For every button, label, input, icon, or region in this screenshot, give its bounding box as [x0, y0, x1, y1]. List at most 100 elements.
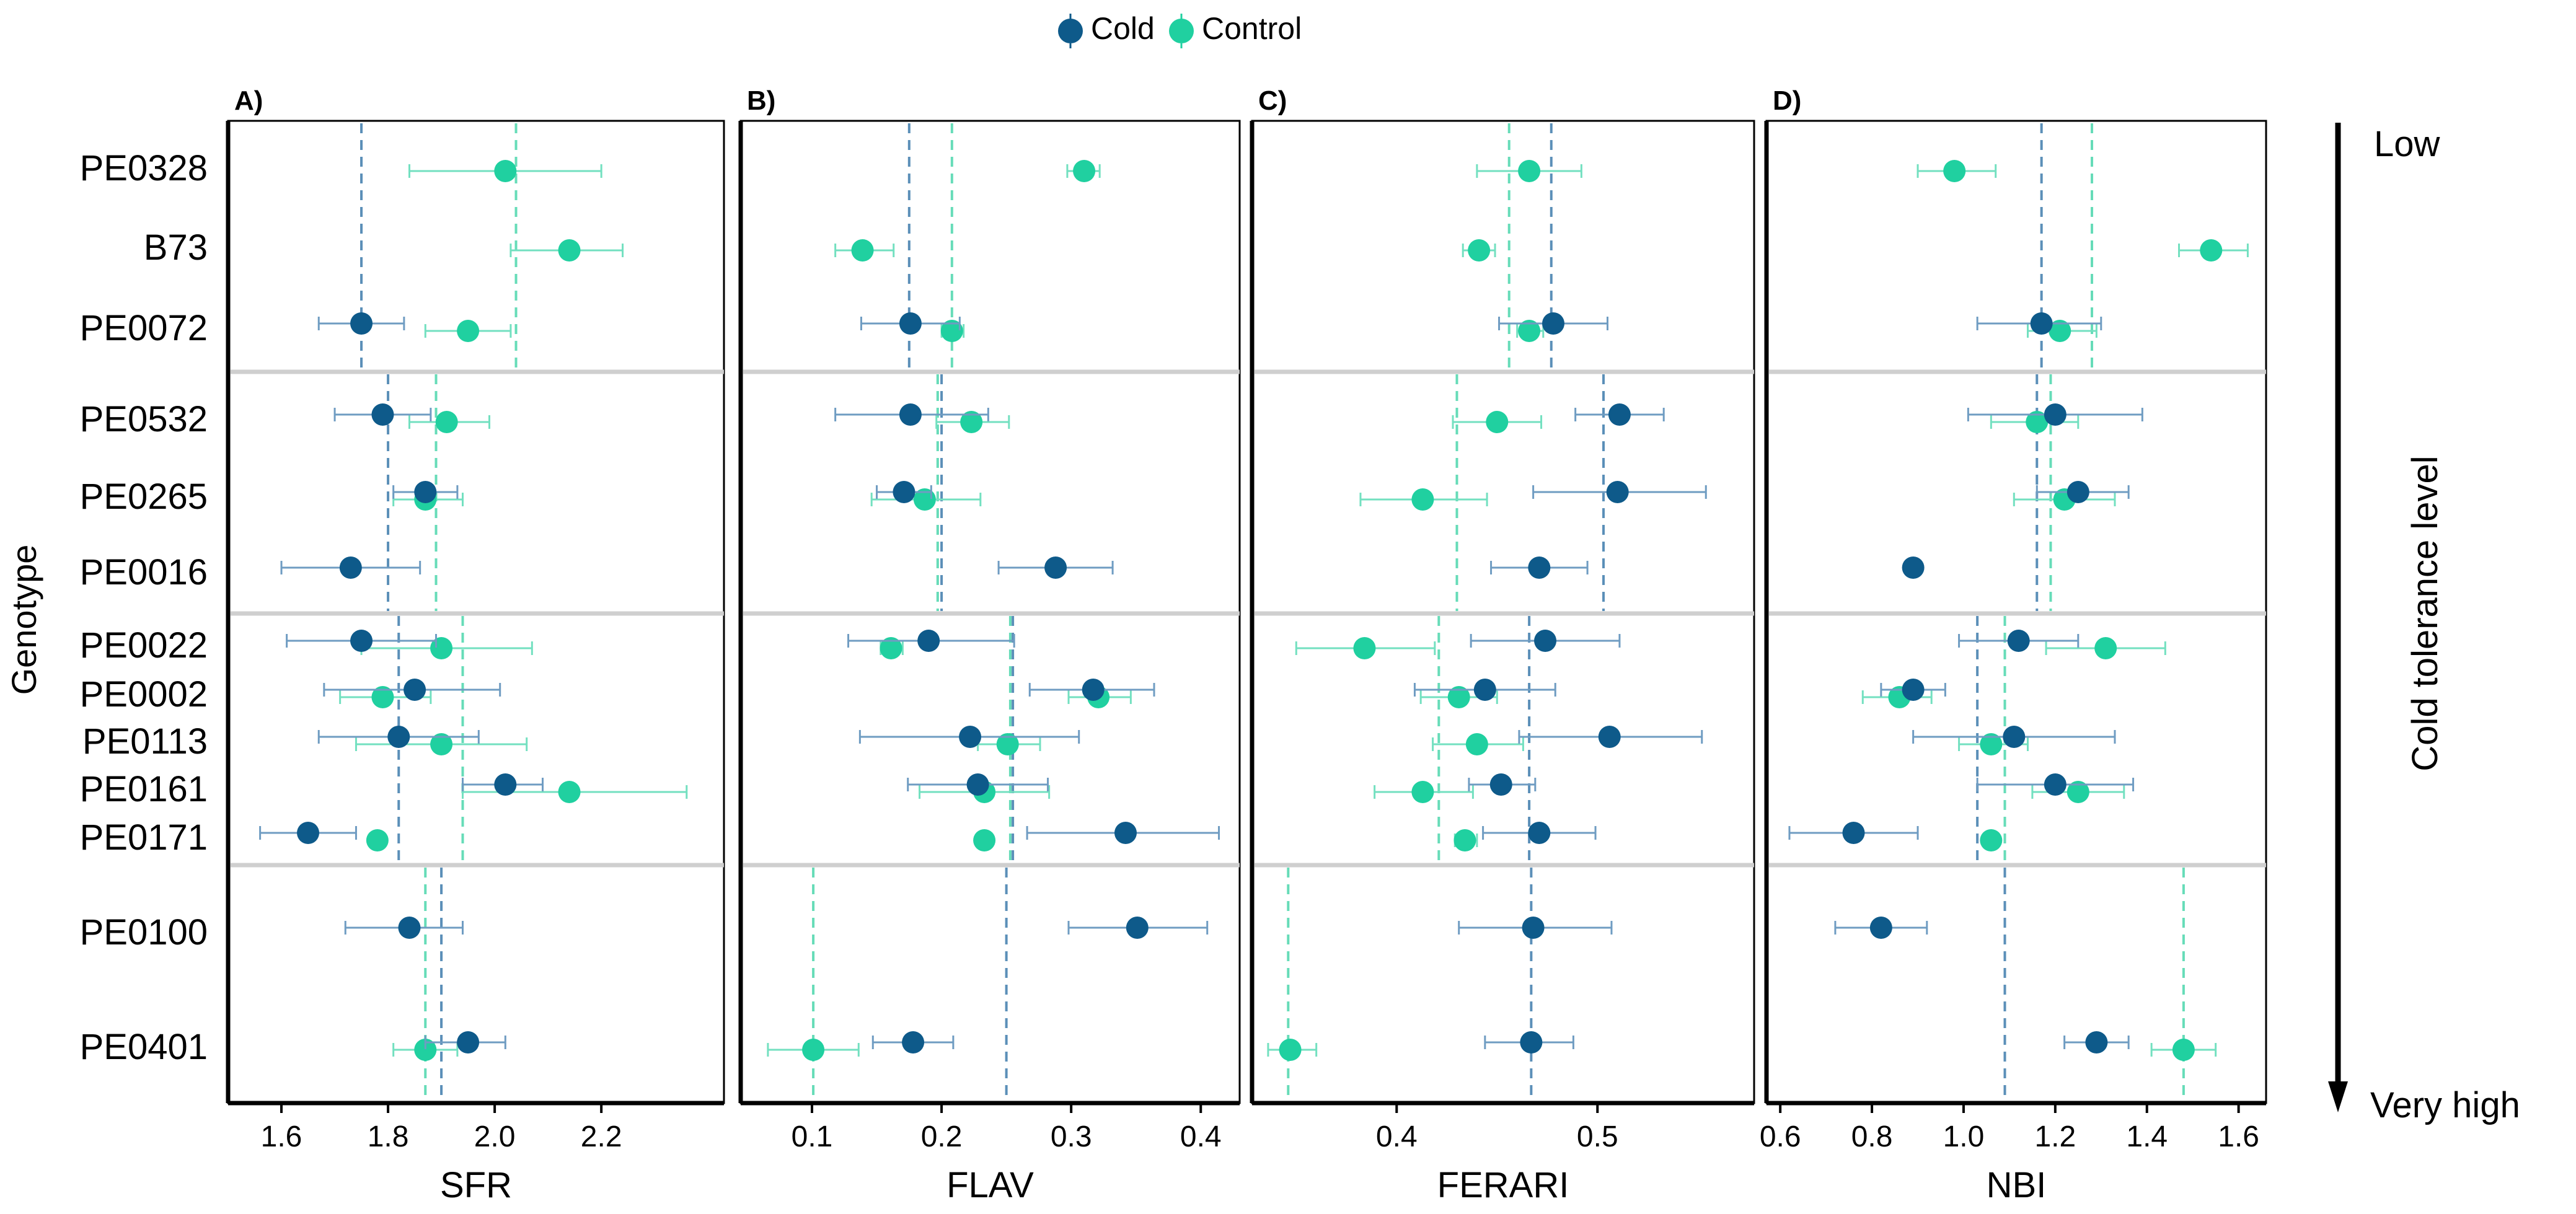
- control-point: [2049, 320, 2071, 342]
- cold-tolerance-axis: Low Very high Cold tolerance level: [2328, 123, 2520, 1125]
- panel-sfr: A) 1.6 1.8 2.0 2.2 SFR: [226, 86, 725, 1205]
- control-point: [1980, 829, 2003, 851]
- control-point: [880, 637, 902, 659]
- control-point: [371, 686, 394, 708]
- cold-point: [2067, 481, 2089, 503]
- x-axis-title: NBI: [1987, 1165, 2047, 1205]
- cold-point: [1608, 403, 1631, 426]
- cold-point: [893, 481, 915, 503]
- cold-point: [1082, 679, 1105, 701]
- cold-point: [1606, 481, 1629, 503]
- control-point: [802, 1039, 825, 1061]
- cold-point: [2044, 773, 2067, 796]
- genotype-label: PE0113: [82, 721, 208, 762]
- genotype-label: PE0401: [80, 1027, 208, 1067]
- control-point: [1411, 781, 1434, 803]
- genotype-label: PE0265: [80, 477, 208, 517]
- genotype-label: PE0022: [80, 625, 208, 666]
- cold-point: [1542, 312, 1564, 335]
- cold-point: [1489, 773, 1512, 796]
- x-tick-label: 0.8: [1851, 1120, 1893, 1153]
- control-point: [430, 733, 453, 755]
- cold-point: [1126, 917, 1149, 939]
- x-tick-label: 0.3: [1051, 1120, 1092, 1153]
- genotype-labels: PE0328 B73 PE0072 PE0532 PE0265 PE0016 PE0022 P…: [80, 148, 208, 1067]
- legend-control-label: Control: [1202, 11, 1302, 46]
- x-tick-label: 2.2: [581, 1120, 622, 1153]
- legend: Cold Control: [1058, 11, 1302, 48]
- cold-point: [2003, 726, 2026, 748]
- cold-point: [1869, 917, 1892, 939]
- cold-point: [917, 630, 940, 652]
- x-axis-title: SFR: [440, 1165, 512, 1205]
- control-point: [1073, 160, 1096, 182]
- control-point: [1465, 733, 1488, 755]
- x-tick-label: 2.0: [474, 1120, 516, 1153]
- x-tick-label: 0.5: [1577, 1120, 1618, 1153]
- control-point: [558, 239, 581, 262]
- x-tick-label: 0.4: [1180, 1120, 1222, 1153]
- panel-tag: D): [1773, 86, 1801, 116]
- control-point: [2067, 781, 2089, 803]
- genotype-label: PE0328: [80, 148, 208, 188]
- cold-point: [1044, 556, 1067, 579]
- panel-tag: B): [747, 86, 775, 116]
- x-tick-label: 1.0: [1943, 1120, 1985, 1153]
- control-point: [366, 829, 389, 851]
- x-tick-label: 1.6: [261, 1120, 302, 1153]
- x-tick-label: 0.2: [921, 1120, 963, 1153]
- control-point: [1943, 160, 1966, 182]
- cold-point: [2030, 312, 2053, 335]
- panels: A) 1.6 1.8 2.0 2.2 SFR B) 0.1 0.2 0.3 0.4 FLAV C) 0.4…: [226, 86, 2267, 1205]
- cold-point: [2007, 630, 2030, 652]
- genotype-label: PE0072: [80, 308, 208, 348]
- control-point: [1980, 733, 2003, 755]
- control-point: [2094, 637, 2117, 659]
- cold-point: [1534, 630, 1557, 652]
- control-point: [2026, 411, 2049, 433]
- control-point: [1411, 488, 1434, 511]
- control-point: [851, 239, 874, 262]
- cold-point: [494, 773, 517, 796]
- tolerance-very-high-label: Very high: [2370, 1085, 2520, 1125]
- x-axis-title: FERARI: [1437, 1165, 1569, 1205]
- cold-point: [1598, 726, 1621, 748]
- panel-nbi: D) 0.6 0.8 1.0 1.2 1.4 1.6 NBI: [1760, 86, 2267, 1205]
- cold-point: [1902, 679, 1925, 701]
- cold-point: [387, 726, 410, 748]
- cold-point: [2085, 1031, 2108, 1053]
- cold-point: [966, 773, 989, 796]
- x-tick-label: 0.1: [792, 1120, 833, 1153]
- x-tick-label: 0.6: [1760, 1120, 1801, 1153]
- cold-point: [959, 726, 982, 748]
- cold-point: [1528, 556, 1551, 579]
- legend-cold-marker: [1058, 19, 1083, 43]
- cold-point: [297, 822, 320, 844]
- control-point: [1279, 1039, 1302, 1061]
- control-point: [558, 781, 581, 803]
- control-point: [960, 411, 983, 433]
- genotype-label: PE0171: [80, 817, 208, 858]
- cold-point: [1842, 822, 1865, 844]
- control-point: [457, 320, 480, 342]
- control-point: [494, 160, 517, 182]
- cold-point: [404, 679, 426, 701]
- cold-point: [350, 630, 373, 652]
- control-point: [435, 411, 458, 433]
- cold-point: [339, 556, 362, 579]
- control-point: [1353, 637, 1376, 659]
- cold-point: [350, 312, 373, 335]
- control-point: [414, 1039, 437, 1061]
- cold-point: [414, 481, 437, 503]
- x-tick-label: 1.6: [2218, 1120, 2259, 1153]
- genotype-label: PE0100: [80, 912, 208, 952]
- cold-point: [1902, 556, 1925, 579]
- control-point: [996, 733, 1019, 755]
- x-tick-label: 1.8: [368, 1120, 409, 1153]
- tolerance-low-label: Low: [2374, 124, 2441, 164]
- control-point: [940, 320, 963, 342]
- genotype-label: PE0532: [80, 399, 208, 439]
- legend-control-marker: [1169, 19, 1194, 43]
